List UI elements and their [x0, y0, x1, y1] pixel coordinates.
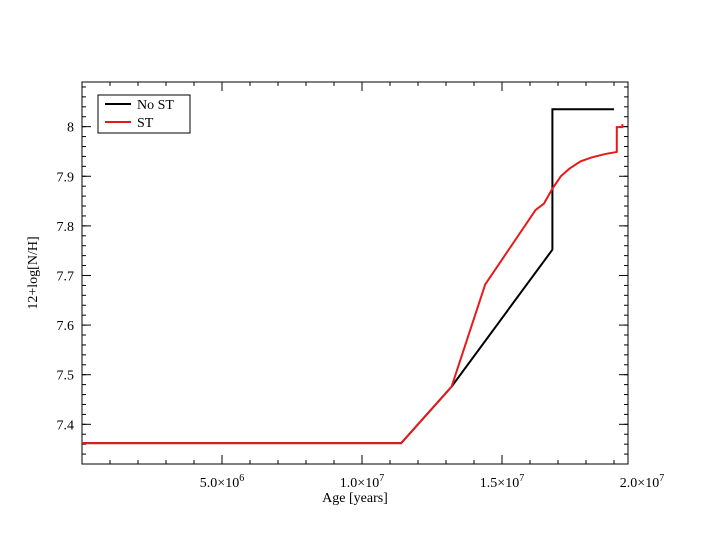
x-axis-label: Age [years]	[322, 491, 388, 506]
series-line-no-st	[82, 108, 614, 445]
y-axis-label: 12+log[N/H]	[26, 236, 41, 309]
series-line-st	[82, 124, 624, 445]
y-tick-label: 7.7	[57, 269, 75, 284]
plot-frame	[81, 81, 629, 465]
y-tick-label: 7.6	[57, 319, 75, 334]
x-tick-label: 2.0×107	[620, 473, 664, 491]
x-tick-labels: 5.0×106 1.0×107 1.5×107 2.0×107	[200, 473, 664, 491]
minor-ticks	[82, 82, 628, 464]
major-ticks	[82, 82, 628, 464]
y-tick-label: 7.4	[57, 418, 75, 433]
legend: No ST ST	[97, 94, 191, 134]
x-tick-label: 1.0×107	[340, 473, 384, 491]
y-tick-label: 7.8	[57, 220, 75, 235]
series-layer	[82, 108, 624, 445]
y-tick-label: 7.5	[57, 369, 75, 384]
legend-label-st: ST	[137, 116, 154, 131]
y-tick-label: 8	[67, 121, 74, 136]
x-tick-label: 1.5×107	[480, 473, 524, 491]
y-tick-labels: 7.4 7.5 7.6 7.7 7.8 7.9 8	[57, 121, 75, 434]
x-tick-label: 5.0×106	[200, 473, 244, 491]
y-tick-label: 7.9	[57, 170, 75, 185]
legend-box	[97, 94, 191, 134]
legend-label-no-st: No ST	[137, 98, 174, 113]
